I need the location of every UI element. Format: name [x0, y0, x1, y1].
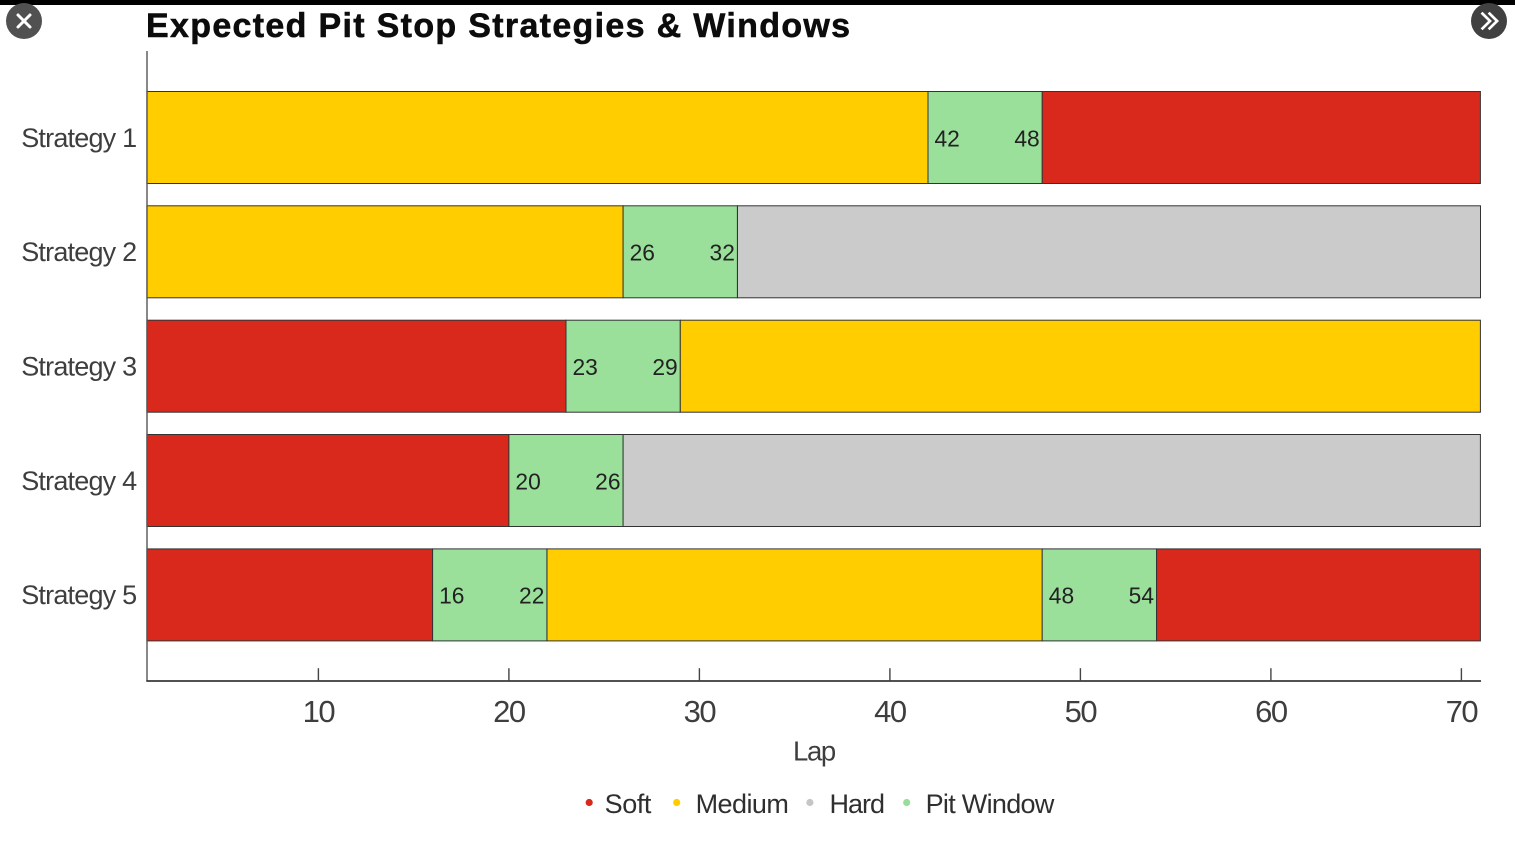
svg-text:70: 70	[1446, 694, 1479, 729]
svg-text:Lap: Lap	[793, 736, 836, 767]
svg-text:54: 54	[1129, 583, 1155, 609]
svg-text:Hard: Hard	[830, 789, 885, 819]
svg-text:48: 48	[1049, 583, 1074, 609]
svg-text:32: 32	[710, 240, 735, 266]
svg-text:48: 48	[1014, 125, 1039, 151]
svg-text:Medium: Medium	[696, 789, 789, 819]
svg-text:50: 50	[1065, 694, 1098, 729]
svg-text:Soft: Soft	[605, 789, 652, 819]
svg-text:60: 60	[1255, 694, 1288, 729]
svg-text:20: 20	[493, 694, 526, 729]
svg-text:20: 20	[515, 468, 540, 494]
svg-text:26: 26	[595, 468, 620, 494]
svg-text:42: 42	[935, 125, 960, 151]
svg-text:10: 10	[303, 694, 336, 729]
svg-text:Strategy 2: Strategy 2	[21, 237, 136, 267]
svg-text:16: 16	[439, 583, 464, 609]
svg-text:Strategy 3: Strategy 3	[21, 352, 136, 382]
svg-text:40: 40	[874, 694, 907, 729]
svg-text:29: 29	[652, 354, 677, 380]
svg-text:Strategy 4: Strategy 4	[21, 466, 137, 496]
svg-text:22: 22	[519, 583, 544, 609]
svg-text:Strategy 5: Strategy 5	[21, 580, 136, 610]
svg-text:Strategy 1: Strategy 1	[21, 123, 136, 153]
svg-text:26: 26	[630, 240, 655, 266]
svg-text:Pit Window: Pit Window	[926, 789, 1055, 819]
svg-text:23: 23	[573, 354, 598, 380]
svg-text:30: 30	[684, 694, 717, 729]
